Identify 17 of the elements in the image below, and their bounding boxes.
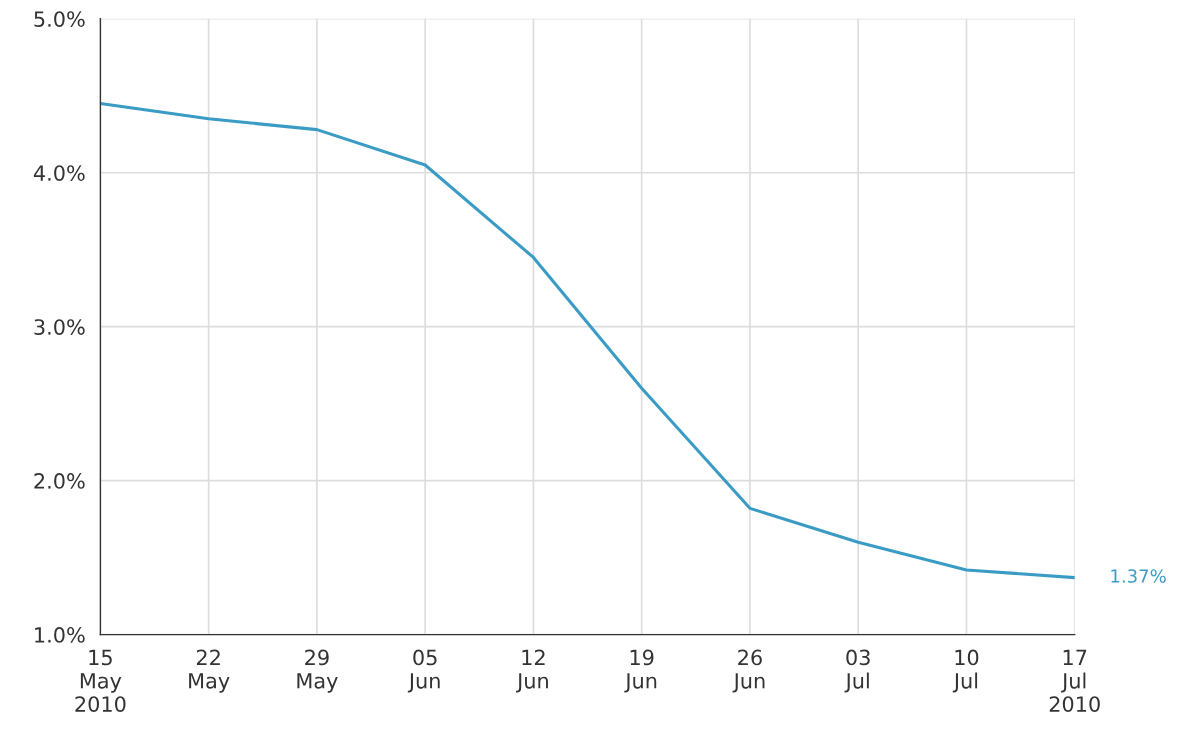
x-tick-label: 17 Jul 2010 bbox=[1049, 649, 1100, 712]
x-tick-label: 15 May 2010 bbox=[75, 649, 126, 712]
x-tick-label: 29 May bbox=[297, 649, 338, 693]
x-tick-label: 03 Jul bbox=[844, 649, 870, 693]
y-tick-label: 3.0% bbox=[34, 319, 85, 335]
y-tick-label: 4.0% bbox=[33, 165, 85, 181]
y-tick-label: 5.0% bbox=[34, 11, 85, 27]
x-tick-label: 22 May bbox=[189, 649, 230, 693]
x-tick-label: 05 Jun bbox=[407, 649, 440, 693]
x-tick-label: 26 Jun bbox=[732, 649, 765, 693]
line-series bbox=[100, 101, 1075, 580]
y-tick-label: 1.0% bbox=[35, 627, 85, 643]
x-tick-label: 19 Jun bbox=[624, 649, 657, 693]
annotation: 1.37% bbox=[1111, 569, 1166, 583]
y-tick-label: 2.0% bbox=[34, 473, 85, 489]
x-tick-label: 10 Jul bbox=[952, 649, 979, 693]
x-tick-label: 12 Jun bbox=[516, 649, 548, 693]
